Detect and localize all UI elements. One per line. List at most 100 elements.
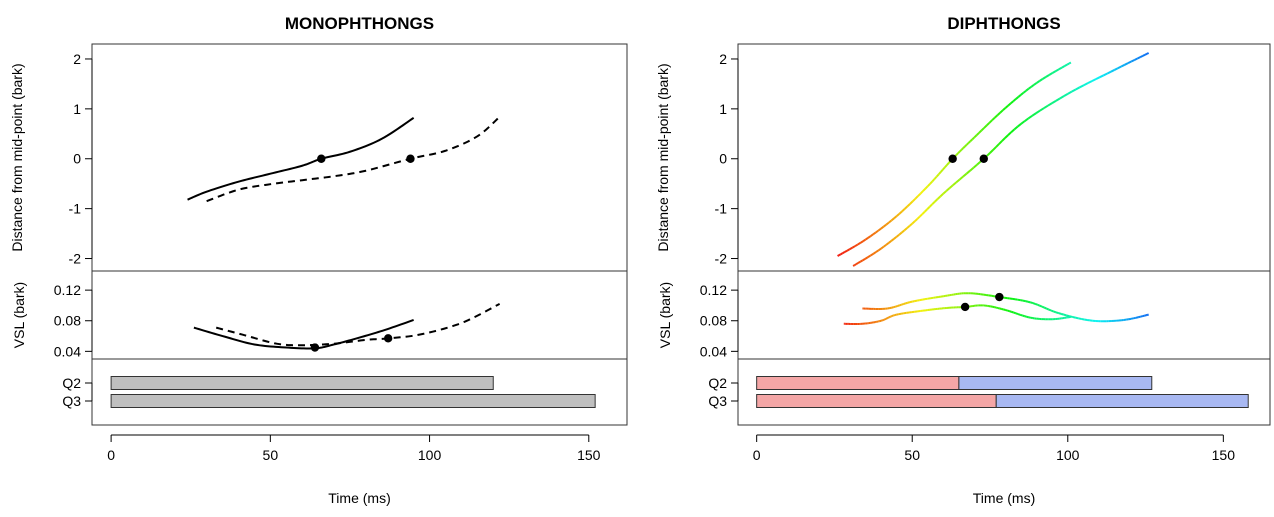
series-line-q2-segment xyxy=(1043,77,1046,79)
series-line-q2-segment xyxy=(982,128,985,130)
series-line-q2-segment xyxy=(1049,73,1052,75)
series-line-q3-segment xyxy=(1070,316,1073,317)
series-line-q2-segment xyxy=(915,196,918,199)
series-line-q3-segment xyxy=(891,307,893,308)
series-line-q3-segment xyxy=(876,250,879,252)
series-line-q2-segment xyxy=(963,146,965,148)
series-line-q3-segment xyxy=(889,241,892,243)
series-line-q3-segment xyxy=(1140,56,1143,57)
series-line-q2-segment xyxy=(907,204,910,207)
series-line-q3-segment xyxy=(935,199,938,202)
series-line-q3 xyxy=(207,117,500,201)
series-line-q3-segment xyxy=(865,257,868,259)
y-axis-label: VSL (bark) xyxy=(11,282,27,348)
series-line-q3-segment xyxy=(1011,129,1014,132)
series-line-q3-segment xyxy=(1014,127,1017,130)
series-line-q2-segment xyxy=(894,216,897,218)
series-line-q2-segment xyxy=(1026,89,1029,91)
x-tick-label: 0 xyxy=(753,447,761,463)
row-label: Q2 xyxy=(708,375,727,391)
y-axis-label: Distance from mid-point (bark) xyxy=(655,63,671,251)
series-line-q2-segment xyxy=(1013,99,1016,101)
series-line-q2-segment xyxy=(1014,313,1016,314)
series-line-q2-segment xyxy=(1010,311,1012,312)
series-line-q3-segment xyxy=(1140,316,1142,317)
series-line-q3-segment xyxy=(1136,317,1138,318)
series-line-q2-segment xyxy=(888,317,889,318)
series-line-q3-segment xyxy=(910,224,913,226)
series-line-q2-segment xyxy=(943,167,945,169)
series-line-q2-segment xyxy=(968,141,970,143)
series-line-q2-segment xyxy=(884,225,887,227)
series-line-q2-segment xyxy=(1065,65,1067,66)
series-line-q2-segment xyxy=(885,319,886,320)
series-line-q3-segment xyxy=(996,144,999,147)
x-tick-label: 0 xyxy=(107,447,115,463)
duration-bar-segment xyxy=(111,395,595,408)
x-tick-label: 50 xyxy=(904,447,920,463)
series-line-q2-segment xyxy=(887,318,888,319)
series-line-q2-segment xyxy=(925,186,927,188)
series-line-q2 xyxy=(194,320,414,349)
series-line-q3-segment xyxy=(860,260,862,261)
series-line-q2-segment xyxy=(1034,83,1037,85)
series-line-q3-segment xyxy=(1023,301,1026,302)
series-line-q3-segment xyxy=(1145,54,1147,55)
series-line-q3-segment xyxy=(886,243,889,245)
series-line-q2-segment xyxy=(881,227,884,229)
series-line-q2-segment xyxy=(1046,75,1049,77)
series-line-q2-segment xyxy=(961,148,963,150)
series-line-q2-segment xyxy=(960,150,962,152)
series-line-q2-segment xyxy=(1021,93,1024,95)
series-line-q3-segment xyxy=(904,228,907,230)
y-tick-label: 0 xyxy=(73,151,81,167)
y-tick-label: 0.12 xyxy=(54,282,81,298)
series-line-q3-segment xyxy=(1128,62,1131,64)
series-line-q3-segment xyxy=(881,247,883,249)
series-line-q3-segment xyxy=(856,263,858,264)
series-line-q2-segment xyxy=(984,125,987,128)
series-line-q3-segment xyxy=(1080,85,1084,87)
series-line-q2-segment xyxy=(839,254,841,255)
y-tick-label: -2 xyxy=(69,251,82,267)
series-line-q2-segment xyxy=(947,163,949,165)
duration-bar-segment xyxy=(757,395,997,408)
series-line-q3-segment xyxy=(902,230,905,232)
series-line-q2-segment xyxy=(974,135,976,137)
x-tick-label: 100 xyxy=(418,447,442,463)
series-line-q3-segment xyxy=(999,141,1002,144)
series-line-q3-segment xyxy=(1131,60,1134,62)
series-line-q2-segment xyxy=(1006,310,1008,311)
series-line-q3-segment xyxy=(920,214,922,216)
series-line-q3-segment xyxy=(1100,75,1104,77)
series-line-q2-segment xyxy=(860,241,863,243)
series-line-q3-segment xyxy=(1064,94,1068,96)
series-line-q2-segment xyxy=(935,177,937,179)
series-line-q3-segment xyxy=(1078,318,1081,319)
y-tick-label: 0 xyxy=(719,151,727,167)
series-line-q2-segment xyxy=(891,218,894,220)
midpoint-marker xyxy=(961,303,969,311)
series-line-q3-segment xyxy=(970,168,973,171)
series-line-q2-segment xyxy=(1008,311,1010,312)
series-line-q3-segment xyxy=(1035,304,1037,305)
series-line-q3-segment xyxy=(1021,121,1025,124)
series-line-q3-segment xyxy=(1025,301,1028,302)
series-line-q3-segment xyxy=(925,209,927,211)
series-line-q3-segment xyxy=(950,185,953,188)
series-line-q3-segment xyxy=(1134,58,1137,59)
series-line-q2-segment xyxy=(995,115,998,118)
series-line-q2-segment xyxy=(855,245,858,247)
series-line-q2-segment xyxy=(845,251,847,252)
series-line-q3-segment xyxy=(871,254,874,256)
series-line-q2-segment xyxy=(1040,79,1043,81)
series-line-q2-segment xyxy=(1006,106,1009,108)
series-line-q2-segment xyxy=(843,252,845,253)
series-line-q2 xyxy=(188,118,414,200)
y-tick-label: 2 xyxy=(719,51,727,67)
series-line-q3-segment xyxy=(1131,318,1133,319)
series-line-q3-segment xyxy=(1147,53,1149,54)
series-line-q3-segment xyxy=(1032,113,1036,116)
series-line-q3-segment xyxy=(953,182,956,185)
series-line-q3-segment xyxy=(963,174,967,177)
